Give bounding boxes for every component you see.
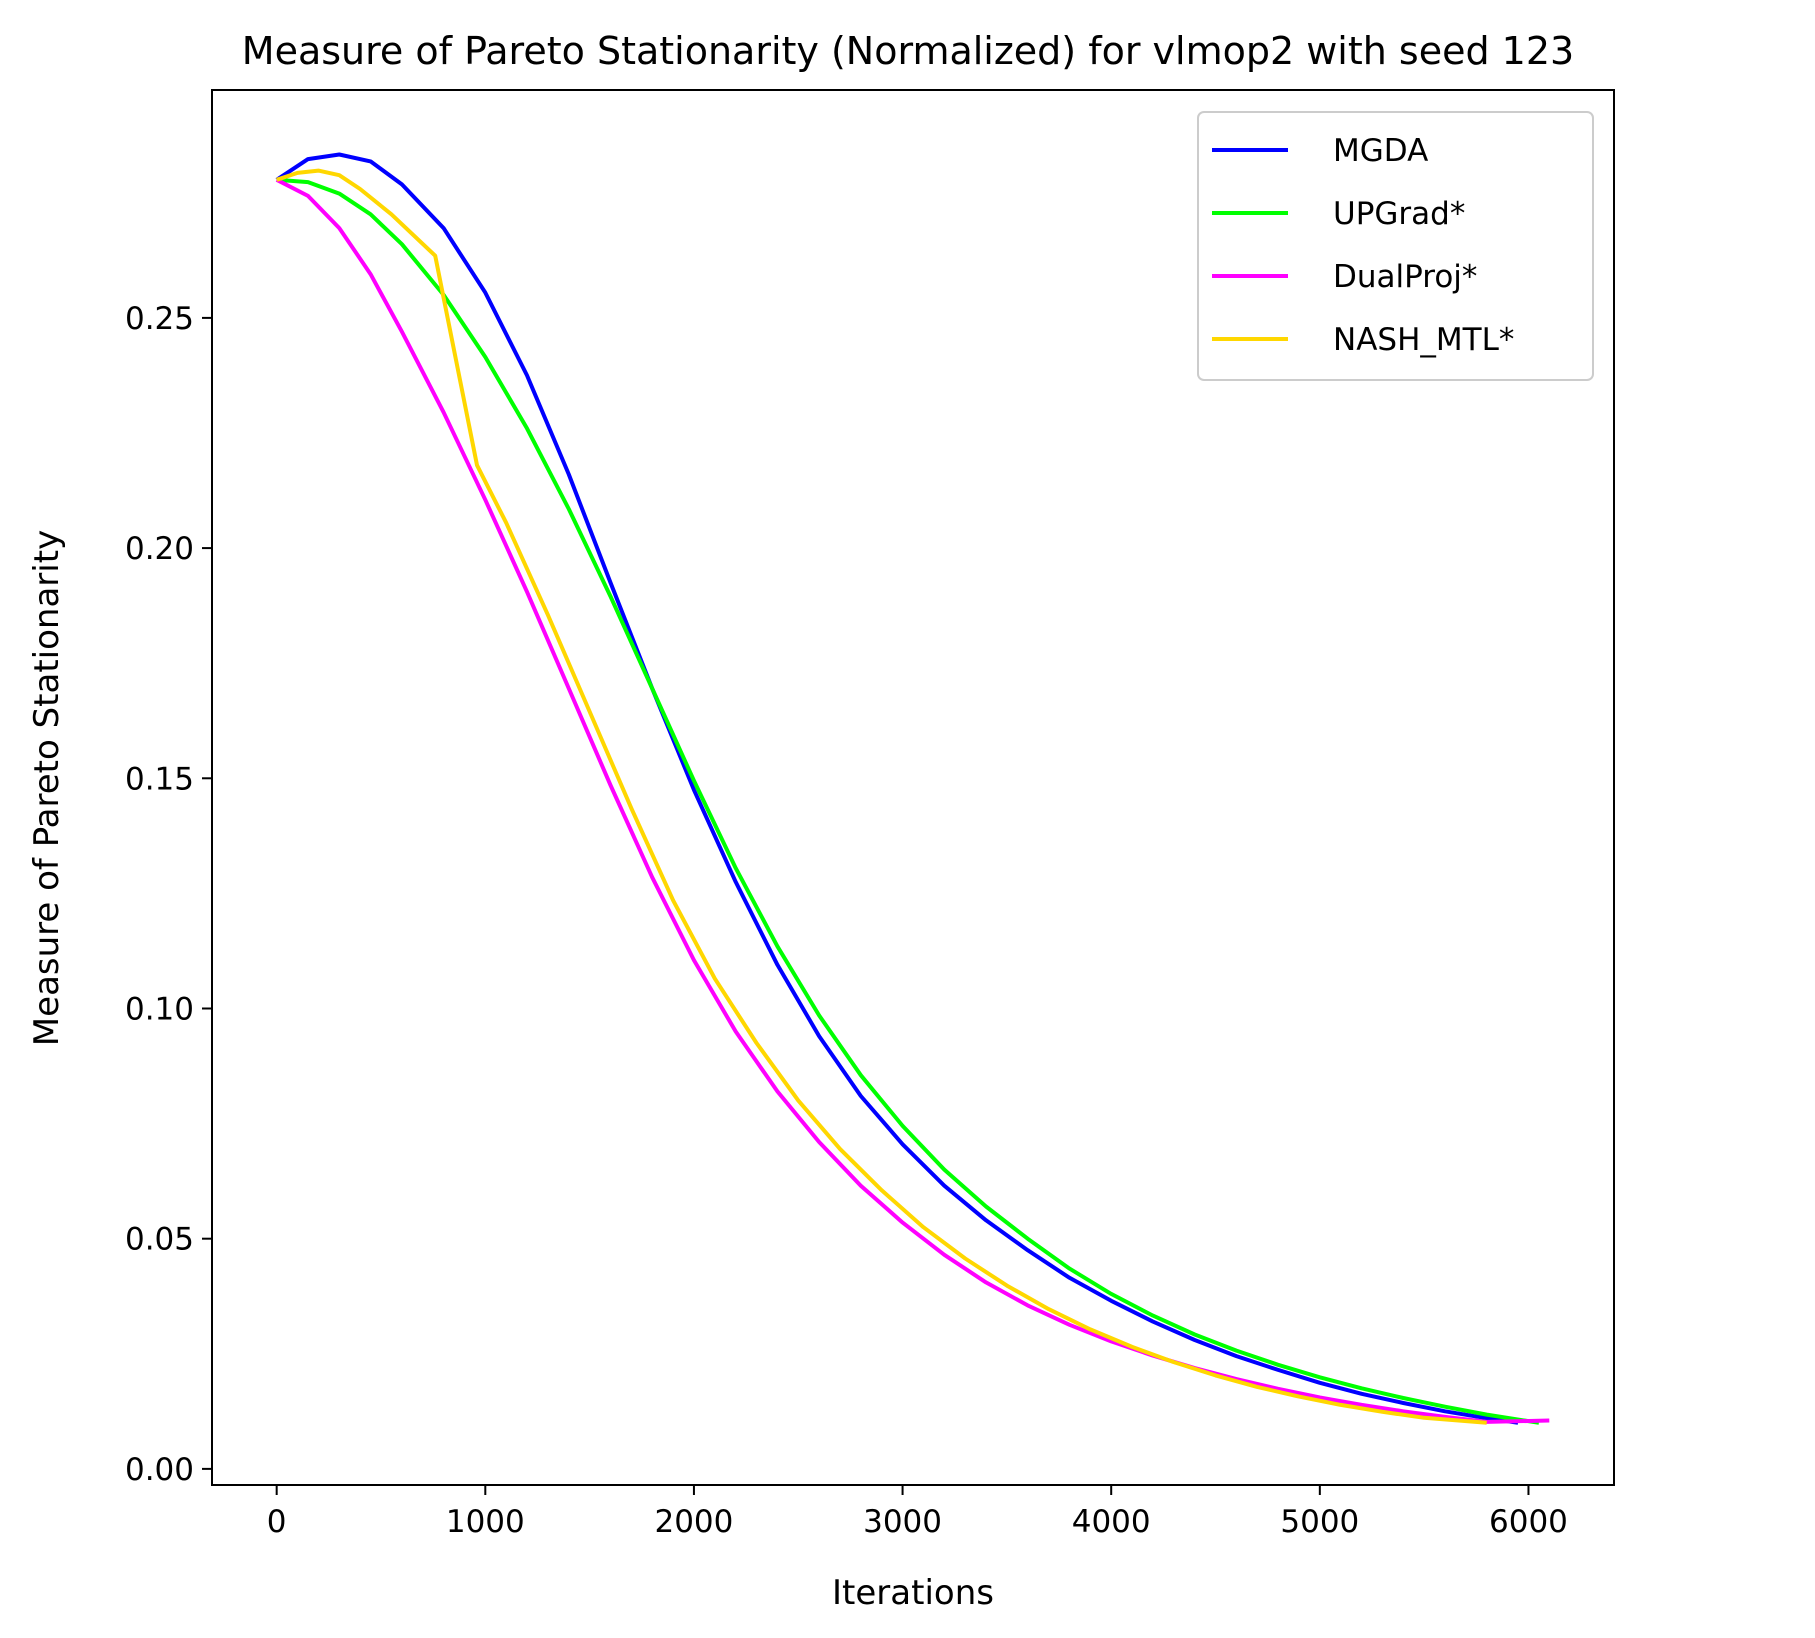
y-axis: 0.00 0.05 0.10 0.15 0.20 0.25 (125, 301, 212, 1488)
y-tick-label: 0.10 (125, 991, 194, 1027)
y-tick-label: 0.25 (125, 301, 194, 337)
series-line-upgrad (276, 177, 1540, 1425)
series-layer (275, 152, 1550, 1425)
y-tick-label: 0.20 (125, 531, 194, 567)
x-tick-label: 6000 (1489, 1504, 1568, 1540)
x-axis: 0 1000 2000 3000 4000 5000 6000 (267, 1485, 1568, 1540)
series-line-dualproj (275, 178, 1550, 1424)
legend-label-nash-mtl: NASH_MTL* (1333, 322, 1514, 358)
chart-title: Measure of Pareto Stationarity (Normaliz… (242, 29, 1574, 73)
legend-label-dualproj: DualProj* (1333, 259, 1477, 295)
series-line-mgda (275, 152, 1519, 1425)
x-tick-label: 5000 (1280, 1504, 1359, 1540)
x-tick-label: 0 (267, 1504, 287, 1540)
y-axis-label: Measure of Pareto Stationarity (27, 530, 67, 1046)
x-tick-label: 1000 (446, 1504, 525, 1540)
y-tick-label: 0.05 (125, 1222, 194, 1258)
plot-frame (211, 89, 1615, 1486)
x-tick-label: 4000 (1072, 1504, 1151, 1540)
legend-label-mgda: MGDA (1333, 133, 1428, 169)
x-tick-label: 2000 (654, 1504, 733, 1540)
y-tick-label: 0.15 (125, 761, 194, 797)
y-tick-label: 0.00 (125, 1452, 194, 1488)
legend-label-upgrad: UPGrad* (1333, 196, 1465, 232)
legend-frame (1197, 111, 1594, 381)
x-axis-label: Iterations (832, 1573, 994, 1613)
series-line-nash-mtl (276, 168, 1487, 1425)
legend: MGDA UPGrad* DualProj* NASH_MTL* (1197, 111, 1594, 381)
x-tick-label: 3000 (863, 1504, 942, 1540)
